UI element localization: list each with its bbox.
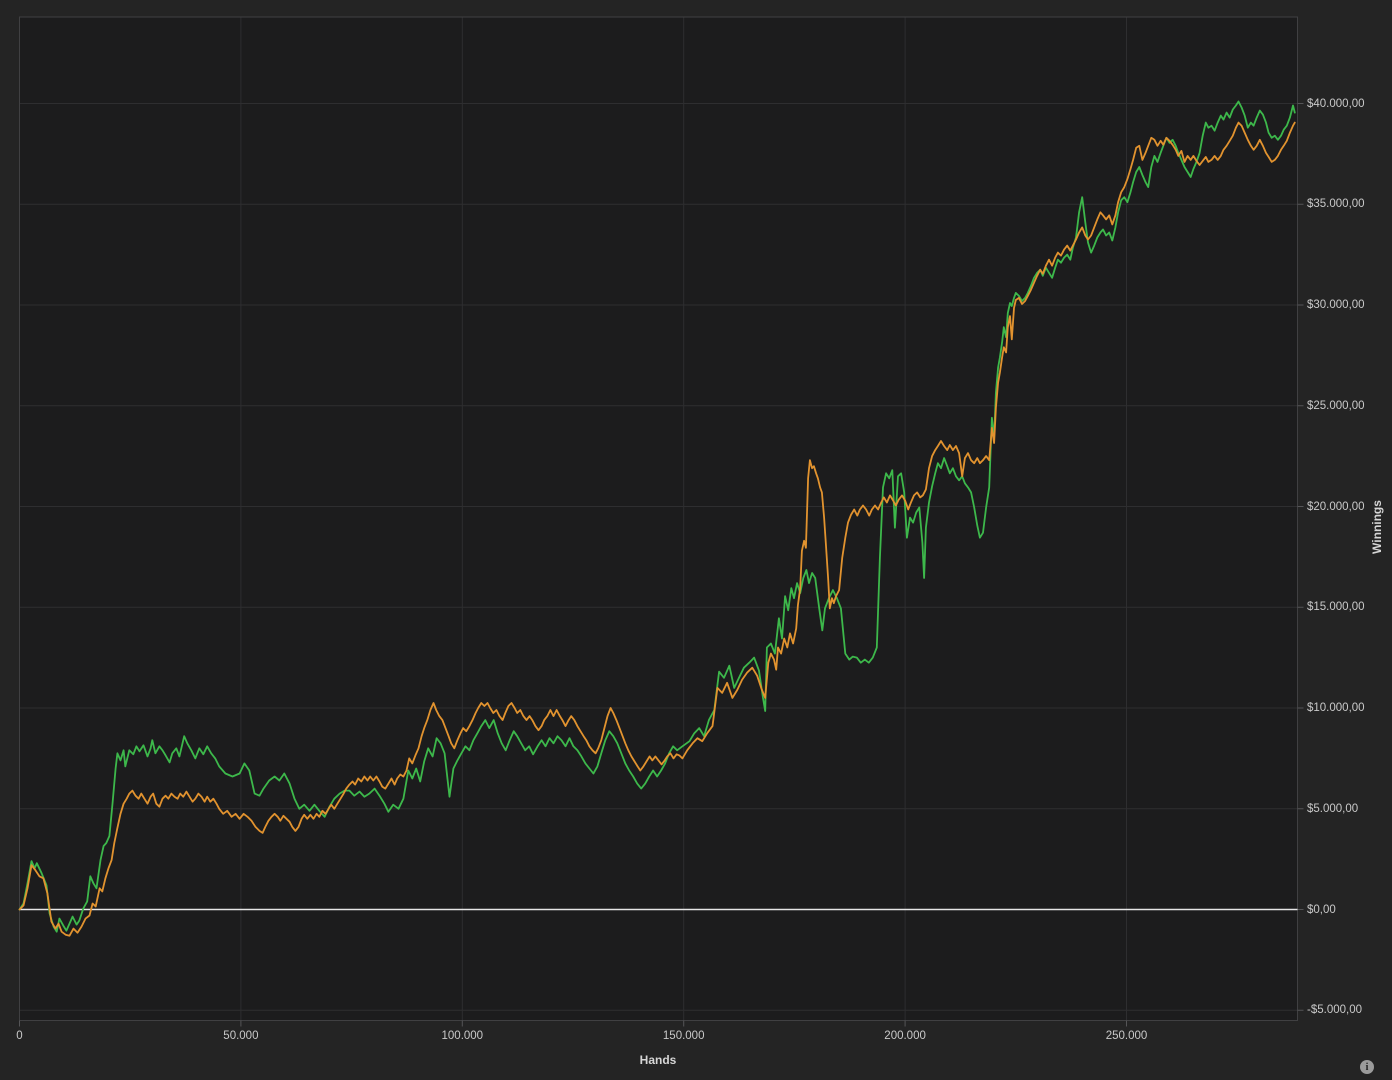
- y-tick-label: $30.000,00: [1307, 299, 1365, 311]
- y-tick-label: $5.000,00: [1307, 802, 1359, 815]
- y-tick-label: -$5.000,00: [1307, 1004, 1362, 1017]
- info-icon[interactable]: i: [1360, 1060, 1374, 1074]
- x-tick-label: 250.000: [1105, 1030, 1148, 1042]
- x-tick-label: 100.000: [441, 1030, 484, 1042]
- y-tick-label: $35.000,00: [1307, 198, 1365, 211]
- y-tick-label: $15.000,00: [1307, 601, 1365, 614]
- y-tick-label: $0,00: [1307, 903, 1336, 916]
- x-tick-label: 200.000: [884, 1030, 926, 1042]
- x-tick-label: 150.000: [662, 1030, 705, 1042]
- y-tick-label: $25.000,00: [1307, 399, 1365, 412]
- x-tick-label: 50.000: [223, 1030, 259, 1042]
- y-tick-label: $20.000,00: [1307, 500, 1365, 513]
- y-axis-title: Winnings: [1370, 500, 1384, 554]
- x-tick-label: 0: [16, 1030, 23, 1042]
- x-axis-title: Hands: [639, 1053, 677, 1067]
- y-tick-label: $40.000,00: [1307, 97, 1365, 110]
- y-tick-label: $10.000,00: [1307, 702, 1365, 714]
